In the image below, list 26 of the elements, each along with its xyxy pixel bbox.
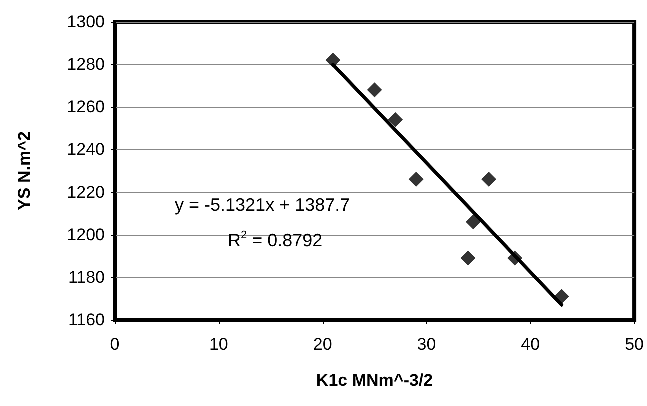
point	[460, 250, 476, 266]
y-tick-label: 1300	[67, 12, 105, 32]
point	[326, 52, 341, 68]
point	[408, 172, 424, 188]
point	[388, 112, 404, 128]
x-tick-label: 50	[625, 335, 644, 354]
y-axis-title: YS N.m^2	[15, 132, 34, 210]
point	[466, 214, 481, 230]
point	[482, 172, 497, 188]
x-tick-label: 10	[209, 335, 228, 354]
y-tick-label: 1220	[67, 182, 105, 202]
annotation: y = -5.1321x + 1387.7	[175, 195, 350, 215]
x-axis-title: K1c MNm^-3/2	[316, 371, 434, 390]
x-tick-label: 40	[521, 335, 540, 354]
x-tick-label: 30	[417, 335, 436, 354]
y-tick-label: 1200	[67, 225, 105, 244]
y-tick-label: 1180	[68, 268, 105, 287]
y-tick-label: 1260	[67, 98, 105, 117]
point	[367, 82, 382, 98]
point	[508, 250, 523, 266]
x-tick-label: 0	[110, 335, 120, 354]
y-tick-label: 1280	[67, 55, 105, 74]
y-tick-label: 1240	[67, 140, 105, 160]
y-tick-label: 1160	[68, 310, 105, 330]
x-tick-label: 20	[313, 335, 332, 354]
point	[554, 289, 570, 304]
